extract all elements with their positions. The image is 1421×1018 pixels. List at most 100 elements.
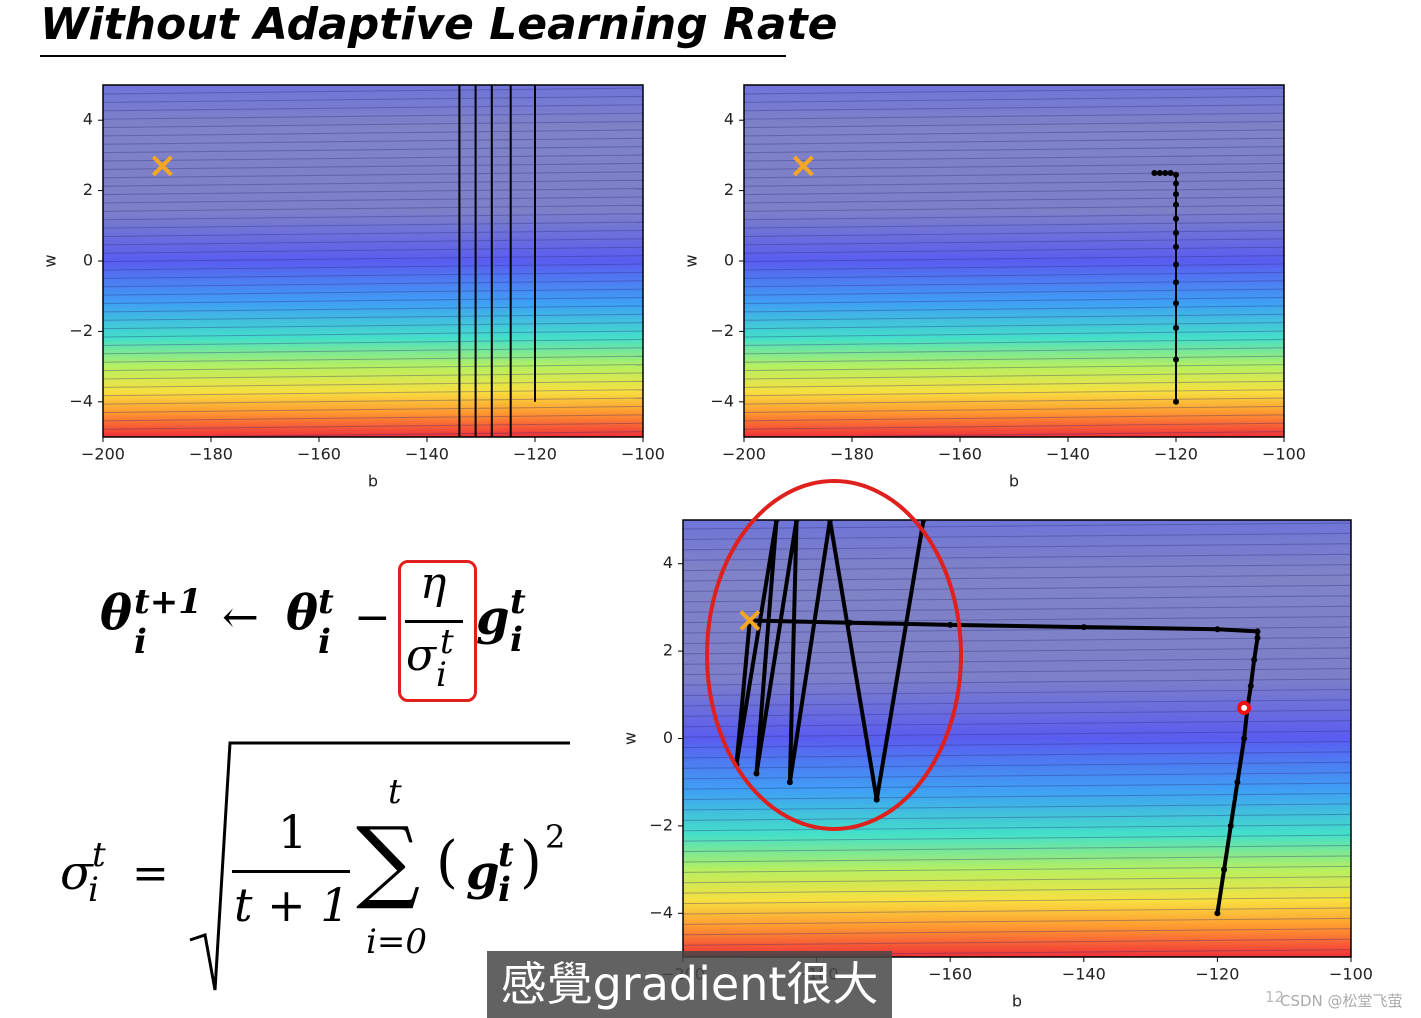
point — [1173, 243, 1179, 250]
background — [683, 520, 1351, 957]
contour — [744, 213, 1284, 221]
contour — [744, 204, 1284, 212]
x-tick-label: −100 — [1329, 965, 1373, 984]
contour — [744, 87, 1284, 95]
contour — [103, 162, 643, 170]
target — [792, 155, 814, 177]
point — [1214, 626, 1221, 633]
contour — [683, 907, 1351, 915]
contour — [744, 154, 1284, 162]
contour — [683, 865, 1351, 873]
contour — [744, 179, 1284, 187]
y-tick-label: −4 — [710, 391, 734, 410]
equals: = — [132, 848, 169, 899]
point — [1214, 910, 1221, 917]
contour — [683, 917, 1351, 925]
contour — [103, 389, 643, 397]
contour — [103, 213, 643, 221]
point — [1251, 656, 1258, 663]
contour — [683, 699, 1351, 707]
y-tick-label: 2 — [663, 641, 673, 660]
point — [1173, 398, 1179, 405]
contour — [744, 397, 1284, 405]
contour — [744, 405, 1284, 413]
contour — [103, 313, 643, 321]
contour — [103, 397, 643, 405]
contour — [683, 928, 1351, 936]
y-axis-label: w — [682, 254, 701, 267]
contour — [744, 271, 1284, 279]
subscript: i — [510, 620, 523, 660]
contour — [744, 171, 1284, 179]
y-tick-label: −2 — [710, 321, 734, 340]
contour — [744, 146, 1284, 154]
point — [1173, 229, 1179, 236]
contour — [103, 338, 643, 346]
page-number: 12 — [1265, 988, 1285, 1006]
x-tick-label: −180 — [189, 445, 233, 464]
point — [1241, 735, 1248, 742]
superscript: t+1 — [134, 582, 202, 622]
contour — [683, 938, 1351, 946]
symbol: η — [420, 558, 447, 609]
plot — [103, 85, 643, 437]
contour — [744, 229, 1284, 237]
y-tick-label: −2 — [69, 321, 93, 340]
watermark: CSDN @松堂飞萤 — [1280, 992, 1403, 1010]
contour — [103, 271, 643, 279]
y-axis-label: w — [621, 732, 640, 745]
target — [151, 155, 173, 177]
symbol: g — [476, 590, 510, 646]
highlight-ellipse — [705, 479, 963, 831]
x-tick-label: −120 — [1154, 445, 1198, 464]
contour — [103, 372, 643, 380]
contour — [103, 238, 643, 246]
point — [1173, 215, 1179, 222]
contour — [683, 824, 1351, 832]
sum: ∑ — [356, 808, 421, 913]
subtitle-caption: 感覺gradient很大 — [487, 951, 892, 1018]
highlight-box — [398, 560, 477, 702]
superscript: t — [92, 835, 106, 875]
point — [1227, 822, 1234, 829]
plot — [744, 85, 1284, 437]
point — [1221, 866, 1228, 873]
plot — [683, 520, 1351, 957]
contour — [103, 129, 643, 137]
contour — [103, 179, 643, 187]
symbol: g — [466, 845, 500, 901]
x-tick-label: −160 — [928, 965, 972, 984]
contour — [103, 355, 643, 363]
x-axis-label: b — [1012, 992, 1022, 1011]
y-tick-label: 4 — [83, 110, 93, 129]
superscript: 2 — [545, 818, 566, 856]
y-tick-label: −2 — [649, 815, 673, 834]
x-tick-label: −120 — [513, 445, 557, 464]
contour — [744, 297, 1284, 305]
contour — [744, 414, 1284, 422]
contour — [744, 221, 1284, 229]
point — [1167, 170, 1174, 176]
point — [1173, 279, 1179, 286]
sum-upper: t — [388, 772, 402, 812]
point — [1173, 300, 1179, 307]
point — [1156, 170, 1163, 176]
contour — [744, 338, 1284, 346]
contour — [683, 793, 1351, 801]
contour — [744, 322, 1284, 330]
radical — [189, 741, 570, 991]
trajectory — [458, 85, 536, 437]
point — [1173, 356, 1179, 363]
numerator: 1 — [278, 805, 308, 859]
point — [1173, 191, 1179, 198]
contour — [103, 171, 643, 179]
subscript: i — [134, 622, 147, 662]
superscript: t — [498, 835, 514, 875]
point — [1254, 634, 1261, 641]
point — [786, 779, 793, 786]
x-tick-label: −200 — [722, 445, 766, 464]
point — [1151, 170, 1158, 176]
contour — [103, 263, 643, 271]
contour — [103, 380, 643, 388]
x-tick-label: −200 — [81, 445, 125, 464]
